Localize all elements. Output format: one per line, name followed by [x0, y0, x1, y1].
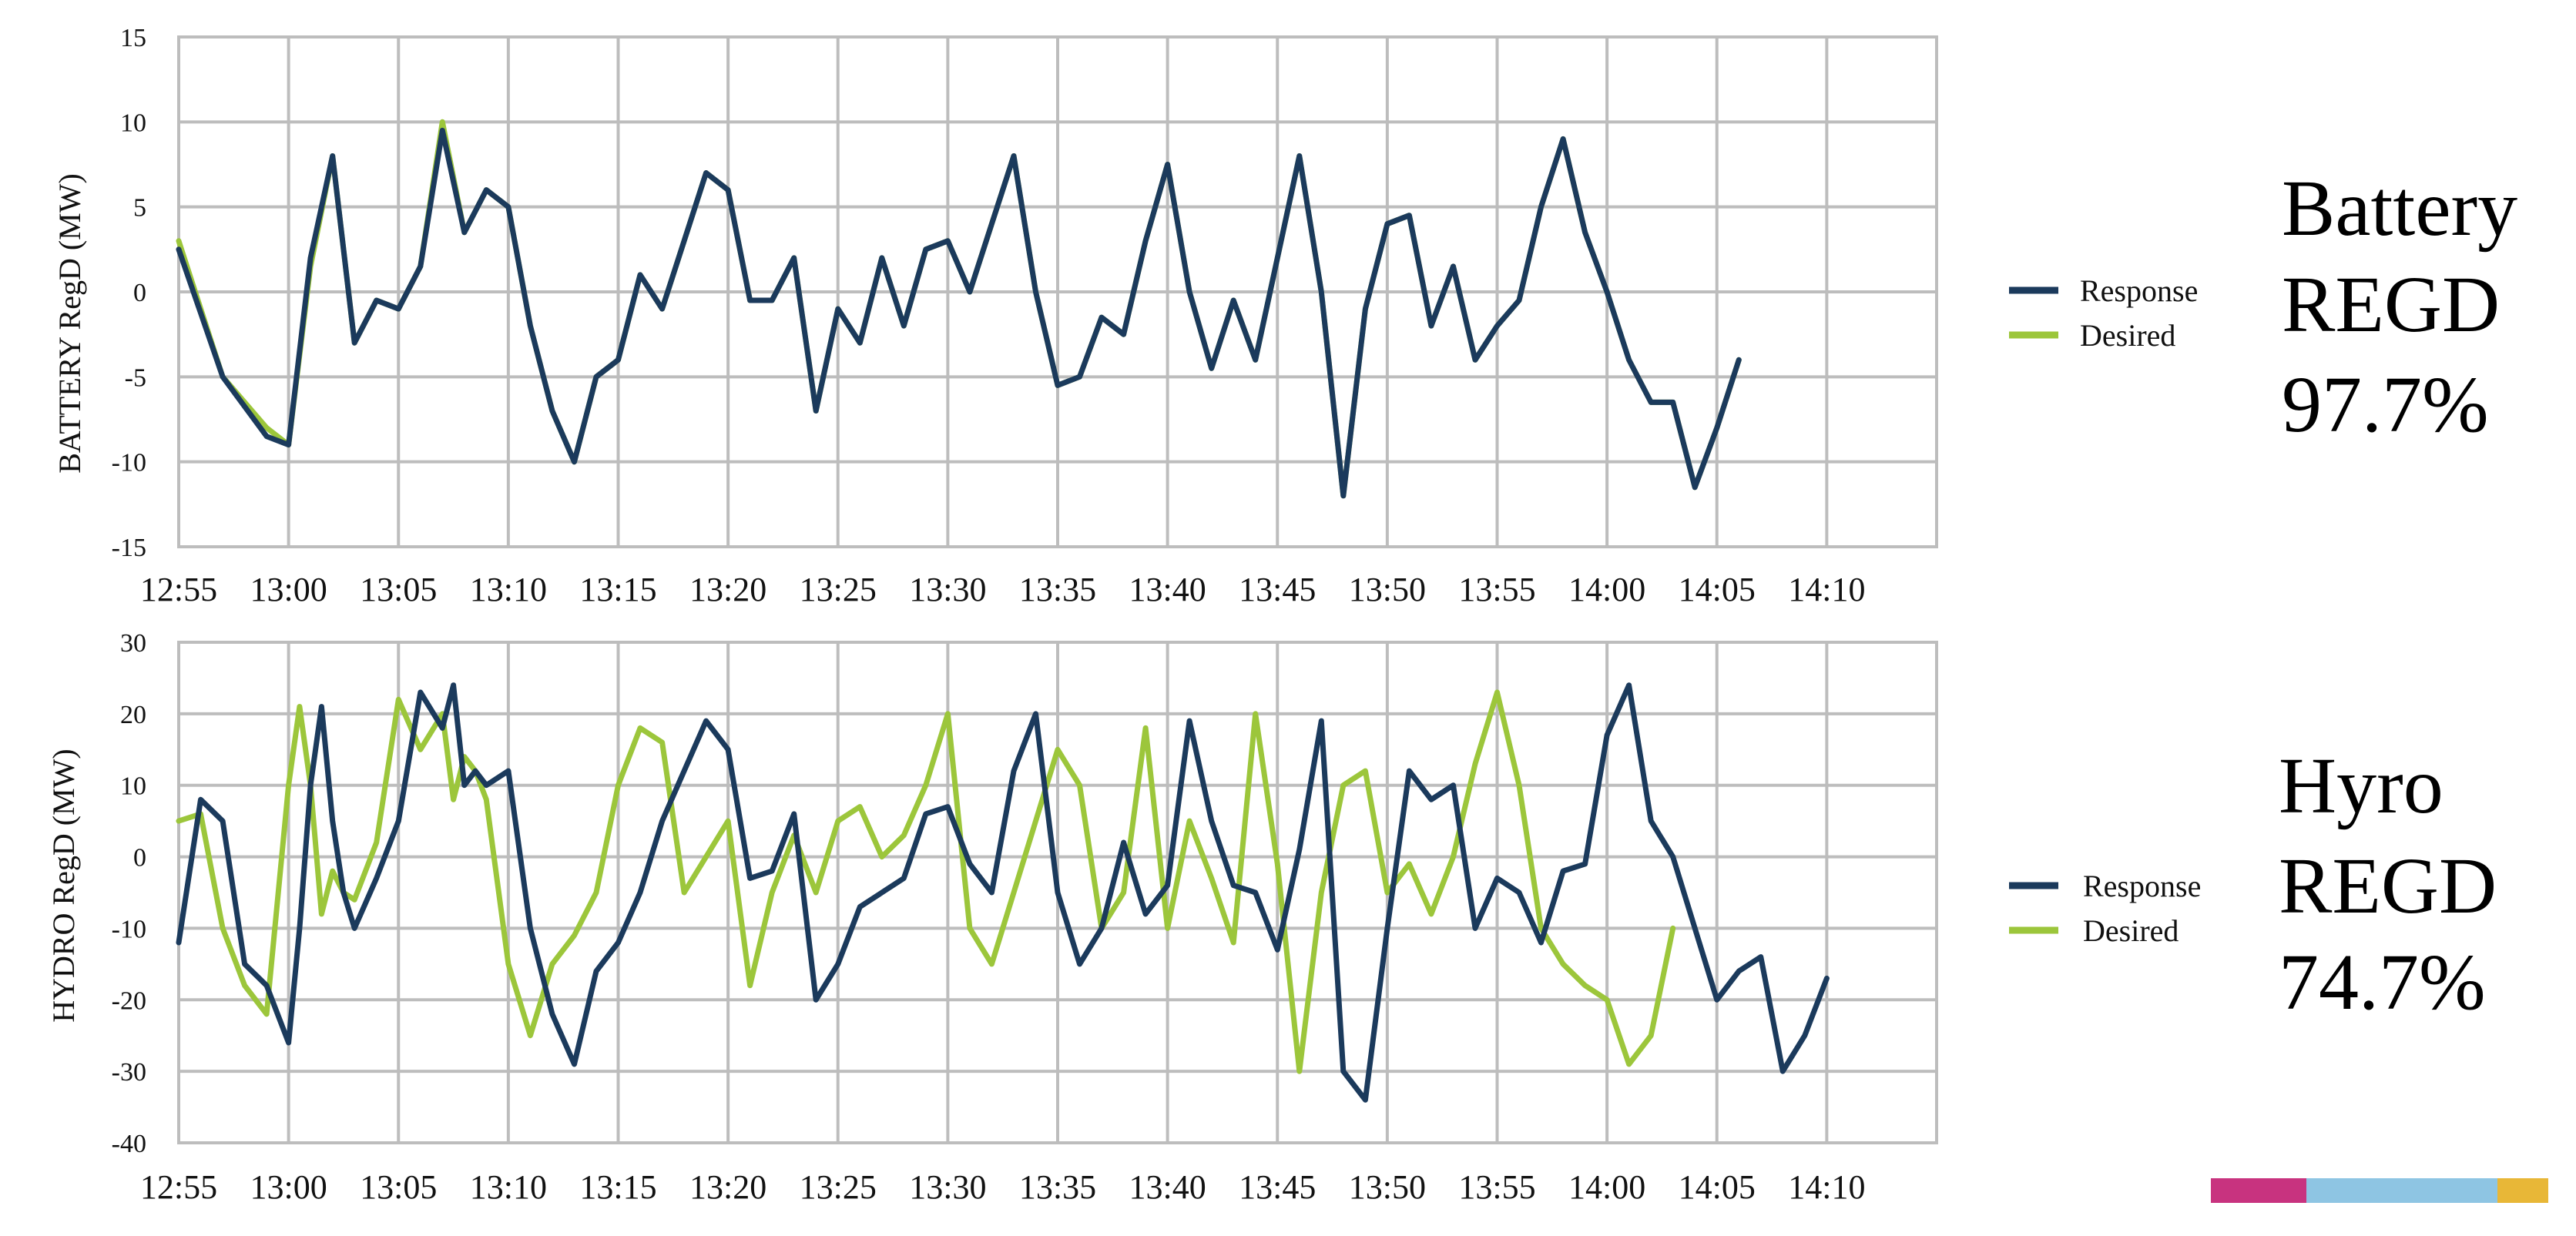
x-tick-label: 13:30 [909, 1168, 986, 1206]
battery-chart: 15 10 5 0 -5 -10 -15 12:55 13:00 13:05 13:10 13:15… [52, 24, 2198, 608]
x-tick-label: 13:45 [1239, 571, 1316, 608]
color-bar-gold [2497, 1178, 2548, 1203]
y-tick-label: 0 [133, 844, 146, 873]
x-tick-label: 13:35 [1019, 571, 1096, 608]
battery-desired-line [176, 119, 1742, 499]
y-tick-label: -10 [112, 449, 146, 477]
x-tick-label: 13:05 [360, 1168, 437, 1206]
y-tick-label: -30 [112, 1058, 146, 1087]
hydro-y-ticks: 30 20 10 0 -10 -20 -30 -40 [112, 629, 146, 1158]
x-tick-label: 13:30 [909, 571, 986, 608]
hydro-desired-line [176, 689, 1676, 1074]
x-tick-label: 14:10 [1788, 1168, 1865, 1206]
y-tick-label: 30 [120, 629, 146, 658]
battery-legend-response-label: Response [2080, 273, 2198, 308]
x-tick-label: 14:05 [1679, 571, 1756, 608]
color-bar-magenta [2211, 1178, 2306, 1203]
x-tick-label: 13:20 [689, 1168, 766, 1206]
x-tick-label: 13:10 [470, 1168, 547, 1206]
y-tick-label: 20 [120, 701, 146, 729]
hydro-label-line3: 74.7% [2279, 938, 2486, 1027]
x-tick-label: 13:35 [1019, 1168, 1096, 1206]
x-tick-label: 13:55 [1458, 1168, 1535, 1206]
x-tick-label: 12:55 [140, 1168, 217, 1206]
battery-grid [177, 35, 1938, 548]
hydro-response-line [176, 682, 1830, 1103]
color-bar-blue [2306, 1178, 2497, 1203]
hydro-score-label: Hyro REGD 74.7% [2279, 742, 2497, 1027]
hydro-y-axis-title: HYDRO RegD (MW) [46, 749, 81, 1023]
battery-score-label: Battery REGD 97.7% [2282, 164, 2517, 449]
x-tick-label: 14:00 [1568, 1168, 1645, 1206]
battery-label-line3: 97.7% [2282, 360, 2489, 449]
y-tick-label: 15 [120, 24, 146, 52]
x-tick-label: 13:10 [470, 571, 547, 608]
battery-y-axis-title: BATTERY RegD (MW) [52, 173, 87, 474]
x-tick-label: 13:40 [1129, 1168, 1206, 1206]
x-tick-label: 13:50 [1349, 571, 1426, 608]
x-tick-label: 13:15 [579, 1168, 656, 1206]
hydro-x-ticks: 12:55 13:00 13:05 13:10 13:15 13:20 13:25 13:30… [140, 1168, 1866, 1206]
x-tick-label: 13:40 [1129, 571, 1206, 608]
hydro-legend-desired-label: Desired [2083, 913, 2179, 948]
x-tick-label: 13:50 [1349, 1168, 1426, 1206]
x-tick-label: 14:10 [1788, 571, 1865, 608]
y-tick-label: 5 [133, 194, 146, 223]
y-tick-label: -10 [112, 915, 146, 943]
x-tick-label: 13:55 [1458, 571, 1535, 608]
battery-response-line [176, 127, 1742, 499]
x-tick-label: 14:00 [1568, 571, 1645, 608]
battery-label-line2: REGD [2282, 260, 2500, 349]
x-tick-label: 14:05 [1679, 1168, 1756, 1206]
y-tick-label: -40 [112, 1130, 146, 1158]
y-tick-label: 10 [120, 109, 146, 137]
x-tick-label: 13:25 [800, 571, 877, 608]
battery-legend: Response Desired [2009, 273, 2198, 353]
x-tick-label: 13:00 [250, 1168, 327, 1206]
battery-y-ticks: 15 10 5 0 -5 -10 -15 [112, 24, 146, 562]
hydro-legend-response-label: Response [2083, 869, 2201, 903]
battery-x-ticks: 12:55 13:00 13:05 13:10 13:15 13:20 13:25 13:30… [140, 571, 1866, 608]
x-tick-label: 13:15 [579, 571, 656, 608]
hydro-label-line1: Hyro [2279, 742, 2444, 830]
y-tick-label: 10 [120, 772, 146, 801]
x-tick-label: 13:05 [360, 571, 437, 608]
y-tick-label: -15 [112, 534, 146, 562]
x-tick-label: 13:00 [250, 571, 327, 608]
y-tick-label: -20 [112, 986, 146, 1015]
x-tick-label: 13:20 [689, 571, 766, 608]
x-tick-label: 13:45 [1239, 1168, 1316, 1206]
battery-legend-desired-label: Desired [2080, 318, 2175, 353]
y-tick-label: 0 [133, 279, 146, 307]
hydro-label-line2: REGD [2279, 842, 2497, 930]
battery-label-line1: Battery [2282, 164, 2517, 253]
hydro-legend: Response Desired [2009, 869, 2201, 948]
x-tick-label: 13:25 [800, 1168, 877, 1206]
hydro-chart: 30 20 10 0 -10 -20 -30 -40 12:55 13:00 13:05 13:10… [46, 629, 2201, 1206]
x-tick-label: 12:55 [140, 571, 217, 608]
decorative-color-bar [2211, 1178, 2548, 1203]
y-tick-label: -5 [125, 363, 146, 392]
